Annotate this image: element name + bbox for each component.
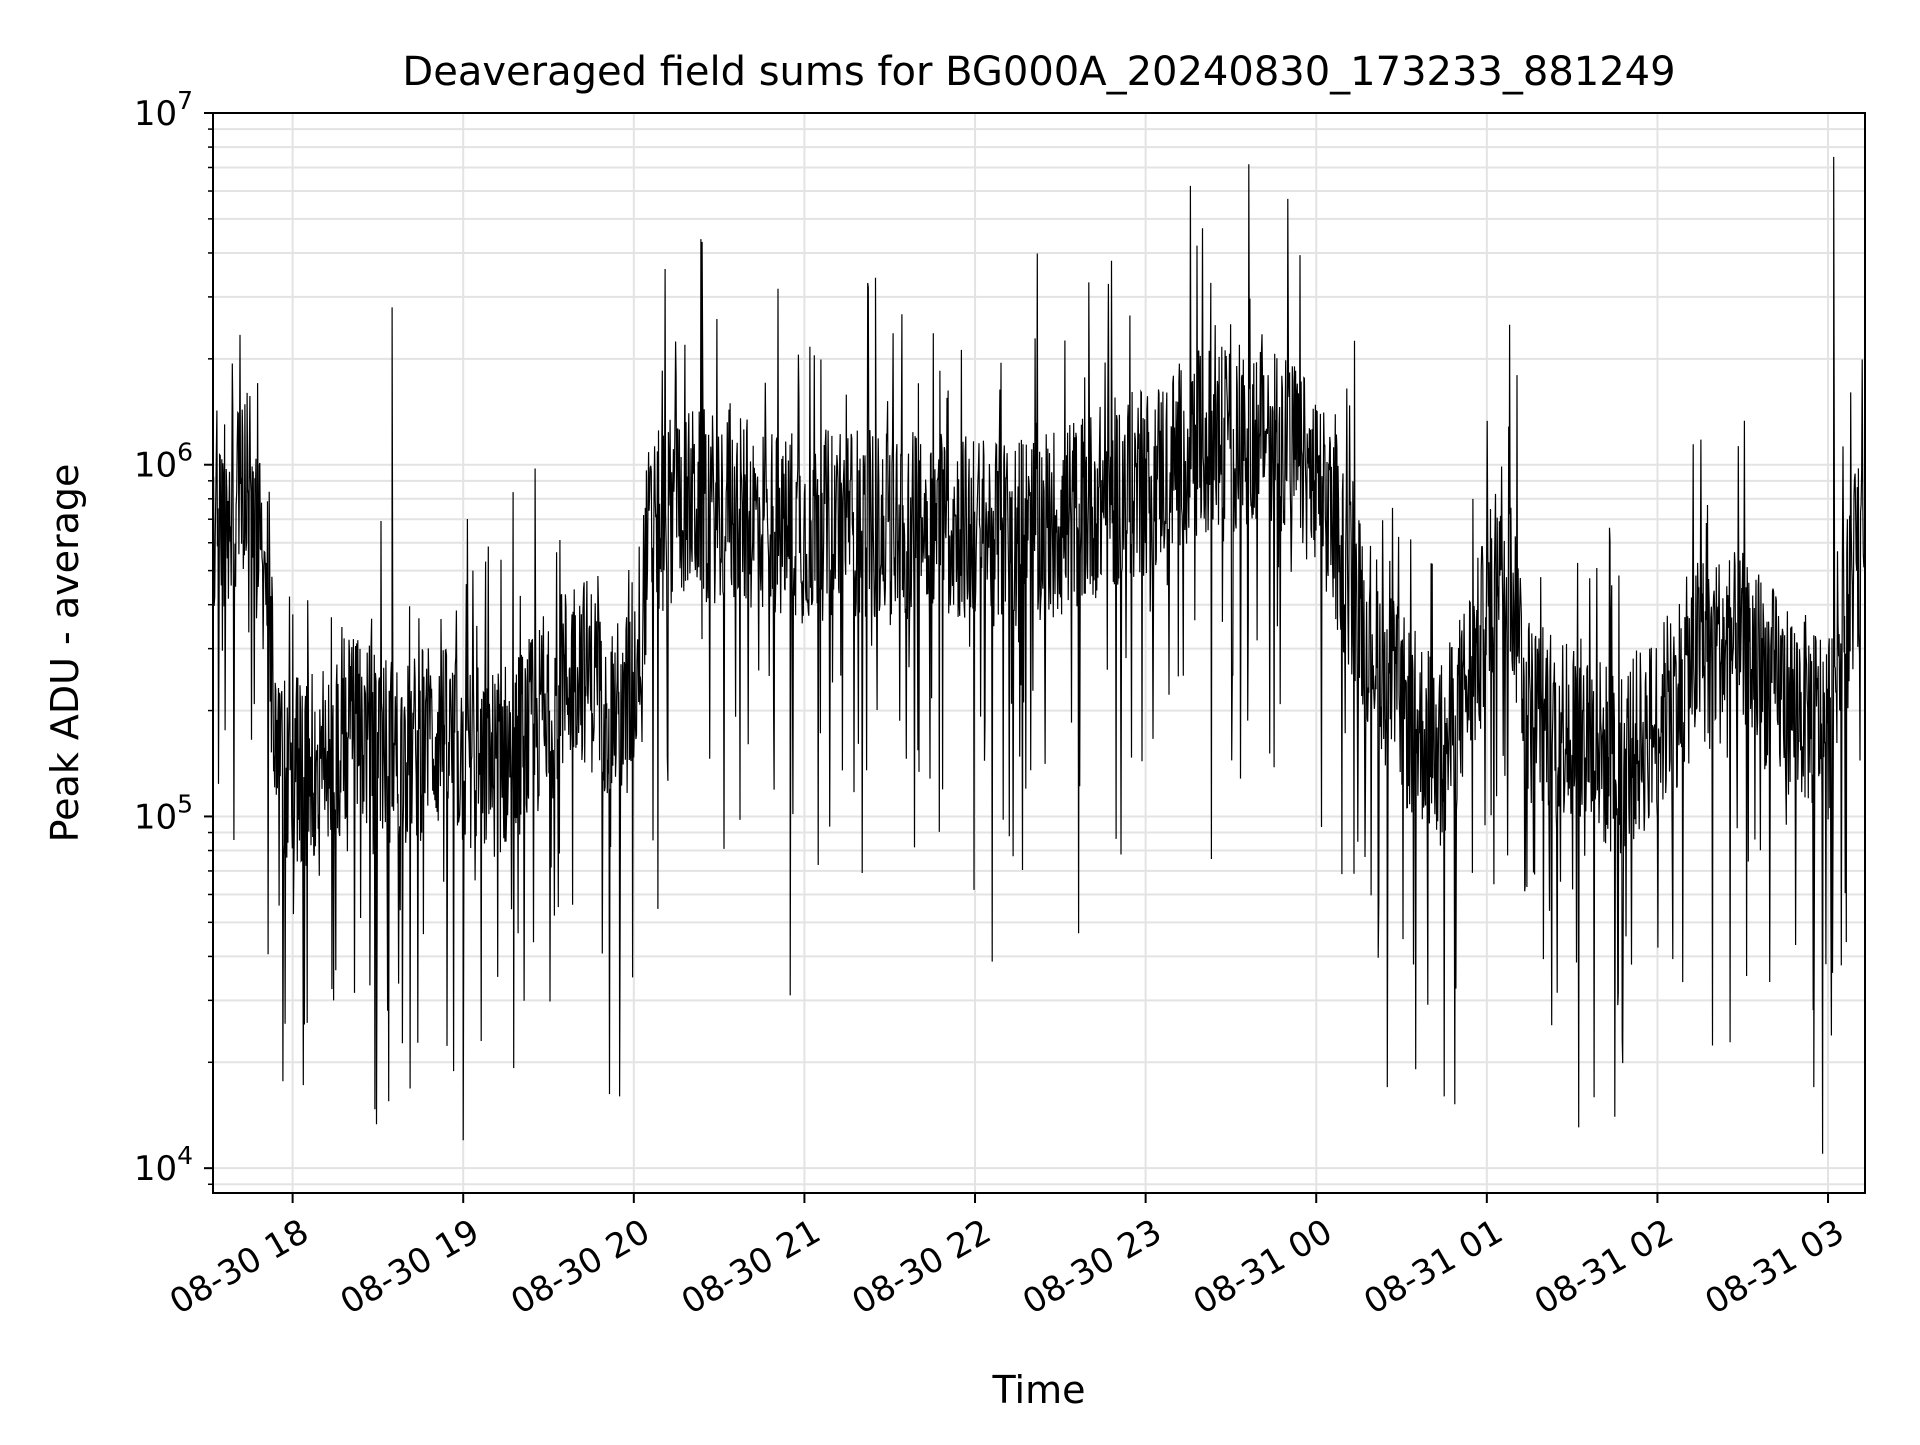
y-tick-label: 105 — [134, 789, 193, 837]
y-tick-label: 104 — [134, 1141, 193, 1189]
plot-frame — [212, 112, 1866, 1194]
series-line — [213, 156, 1865, 1154]
y-tick-label: 106 — [134, 438, 193, 486]
data-layer — [213, 156, 1865, 1154]
x-axis-label: Time — [992, 1368, 1086, 1412]
y-tick-label: 107 — [134, 86, 193, 134]
y-axis-label: Peak ADU - average — [43, 464, 87, 843]
chart-title: Deaveraged field sums for BG000A_2024083… — [402, 49, 1675, 95]
grid-layer — [213, 112, 1865, 1193]
